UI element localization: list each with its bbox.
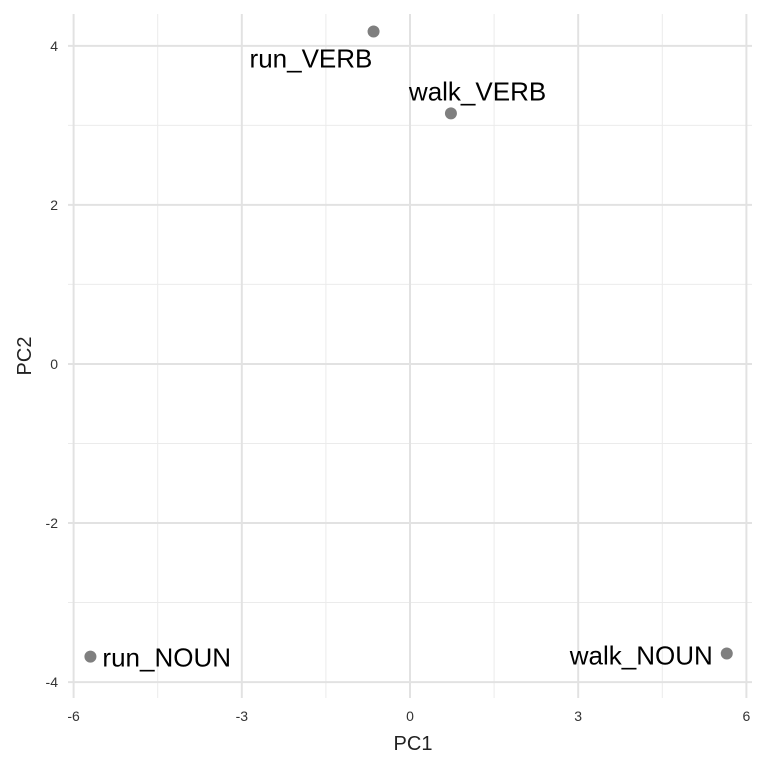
x-tick-label: 0 bbox=[406, 708, 414, 724]
axis-ticks: -6 -3 0 3 6 -4 -2 0 2 4 bbox=[46, 38, 751, 724]
point-labels: run_VERB walk_VERB run_NOUN walk_NOUN bbox=[102, 43, 712, 672]
x-tick-label: -6 bbox=[67, 708, 80, 724]
x-tick-label: 3 bbox=[574, 708, 582, 724]
x-tick-label: -3 bbox=[236, 708, 249, 724]
data-point-walk-noun bbox=[720, 647, 733, 660]
data-points bbox=[84, 25, 733, 663]
y-axis-title: PC2 bbox=[14, 337, 36, 376]
x-tick-label: 6 bbox=[742, 708, 750, 724]
data-point-walk-verb bbox=[444, 107, 457, 120]
y-tick-label: -2 bbox=[46, 515, 59, 531]
y-tick-label: 0 bbox=[50, 356, 58, 372]
point-label: run_NOUN bbox=[102, 643, 231, 673]
point-label: walk_NOUN bbox=[569, 640, 713, 670]
y-tick-label: 4 bbox=[50, 38, 58, 54]
x-axis-title: PC1 bbox=[394, 733, 433, 755]
grid bbox=[68, 14, 752, 698]
data-point-run-noun bbox=[84, 650, 97, 663]
y-tick-label: -4 bbox=[46, 674, 59, 690]
y-tick-label: 2 bbox=[50, 197, 58, 213]
point-label: run_VERB bbox=[250, 43, 373, 73]
point-label: walk_VERB bbox=[408, 76, 546, 106]
data-point-run-verb bbox=[367, 25, 380, 38]
